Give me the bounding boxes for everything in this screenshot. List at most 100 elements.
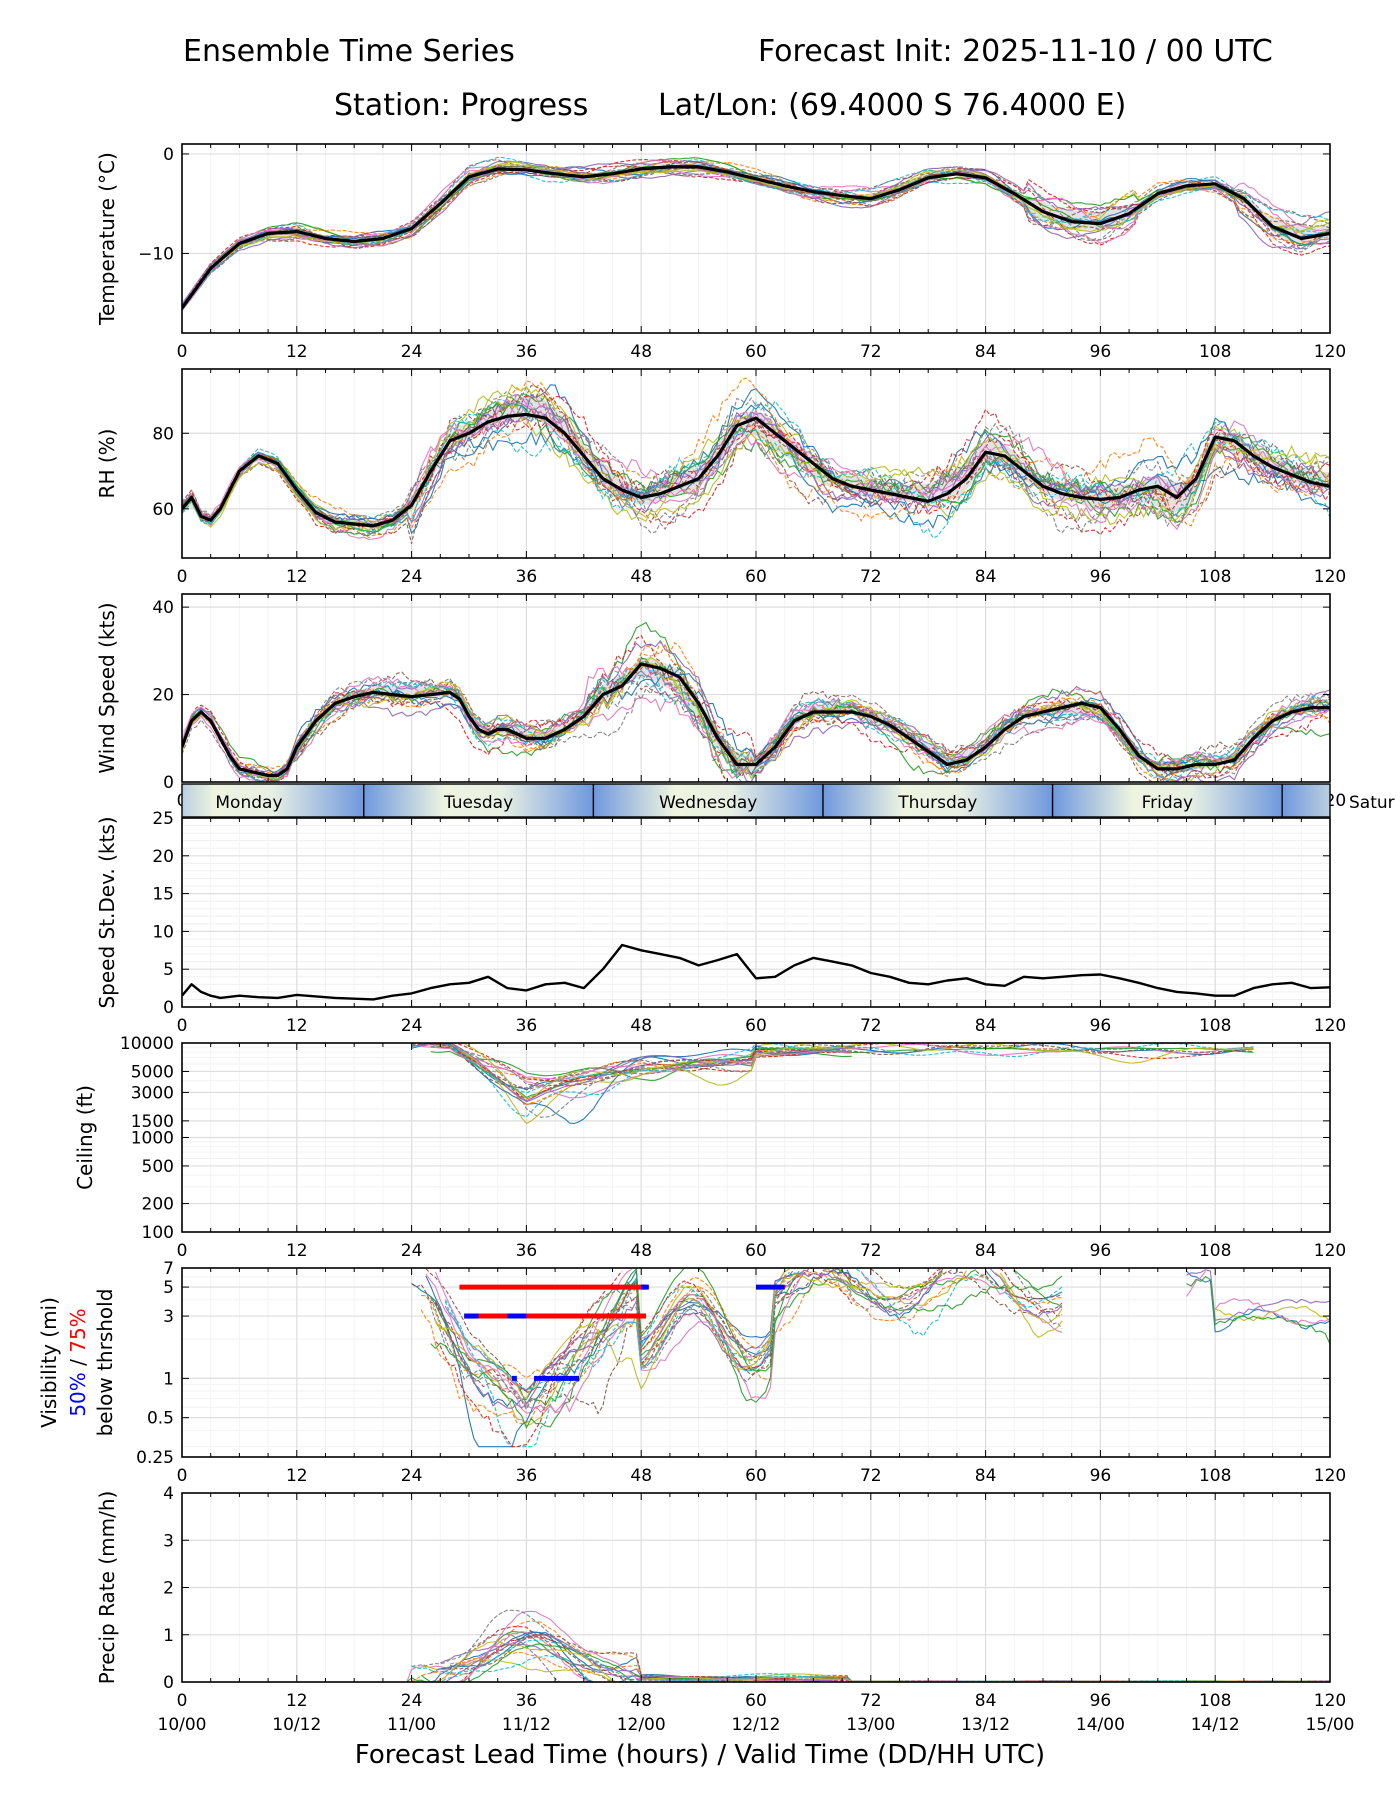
ensemble-member-line [822, 1268, 967, 1306]
ensemble-member-line [440, 1043, 1254, 1082]
y-tick-label: 0.5 [147, 1409, 174, 1429]
x-tick-label: 84 [975, 1016, 997, 1036]
x-tick-label: 36 [516, 567, 538, 587]
x-tick-label: 36 [516, 1691, 538, 1711]
x-tick-label: 0 [177, 1016, 188, 1036]
valid-time-label: 10/12 [272, 1715, 321, 1735]
y-axis-label: Temperature (°C) [95, 152, 119, 326]
x-tick-label: 108 [1199, 1241, 1231, 1261]
ensemble-member-line [430, 1043, 852, 1118]
day-segment [822, 784, 1053, 817]
ensemble-member-line [421, 1045, 852, 1080]
axes-rh: 0 12 24 36 48 60 72 84 96 108 120 60 80 RH (%) [95, 368, 1346, 587]
valid-time-label: 14/12 [1191, 1715, 1240, 1735]
x-tick-label: 108 [1199, 342, 1231, 362]
y-tick-label: 1000 [131, 1129, 174, 1149]
ensemble-member-line [430, 1271, 790, 1411]
x-tick-label: 60 [745, 1016, 767, 1036]
x-tick-label: 24 [401, 1466, 423, 1486]
vis-ylabel-line2: 50% / 75% [66, 1308, 90, 1416]
day-segment [1282, 784, 1330, 817]
valid-time-label: 10/00 [158, 1715, 207, 1735]
ensemble-member-line [182, 377, 1330, 530]
forecast-init-label: Forecast Init: 2025-11-10 / 00 UTC [758, 34, 1273, 69]
x-tick-label: 12 [286, 342, 308, 362]
x-tick-label: 60 [745, 342, 767, 362]
x-tick-label: 120 [1314, 1466, 1346, 1486]
x-tick-label: 0 [177, 1691, 188, 1711]
ensemble-member-line [846, 1269, 853, 1279]
x-tick-label: 60 [745, 567, 767, 587]
y-tick-label: 200 [142, 1195, 174, 1215]
y-tick-label: 5 [163, 960, 174, 980]
y-axis-label: Ceiling (ft) [73, 1085, 97, 1190]
ensemble-member-line [182, 393, 1330, 541]
y-tick-label: 15 [152, 885, 174, 905]
ensemble-temp [182, 156, 1330, 312]
ensemble-member-line [182, 165, 1330, 308]
x-tick-label: 120 [1314, 567, 1346, 587]
x-tick-label: 72 [860, 1691, 882, 1711]
ensemble-member-line [435, 1268, 790, 1427]
x-tick-label: 96 [1090, 1016, 1112, 1036]
ensemble-member-line [440, 1043, 1254, 1099]
latlon-label: Lat/Lon: (69.4000 S 76.4000 E) [658, 88, 1127, 123]
ensemble-member-line [860, 1271, 1063, 1334]
x-tick-label: 60 [745, 1691, 767, 1711]
x-tick-label: 120 [1314, 342, 1346, 362]
day-segment [363, 784, 594, 817]
ensemble-member-line [989, 1268, 1063, 1318]
ensemble-member-line [411, 1268, 943, 1394]
day-segment [593, 784, 823, 817]
ensemble-member-line [421, 1044, 852, 1082]
ensemble-member-line [640, 1270, 805, 1399]
valid-time-label: 12/12 [732, 1715, 781, 1735]
y-tick-label: 0.25 [136, 1448, 174, 1468]
x-tick-label: 24 [401, 1691, 423, 1711]
y-tick-label: 2 [163, 1579, 174, 1599]
x-tick-label: 108 [1199, 1691, 1231, 1711]
y-tick-label: 10 [152, 922, 174, 942]
x-tick-label: 120 [1314, 1241, 1346, 1261]
y-tick-label: 40 [152, 598, 174, 618]
x-tick-label: 48 [630, 1241, 652, 1261]
y-axis-label: RH (%) [95, 429, 119, 499]
ensemble-ceiling [411, 1043, 1254, 1125]
ensemble-member-line [449, 1045, 852, 1094]
ensemble-member-line [182, 674, 1330, 782]
stdev-line [181, 943, 1331, 1001]
x-tick-label: 24 [401, 342, 423, 362]
day-segment [1052, 784, 1283, 817]
x-tick-label: 108 [1199, 567, 1231, 587]
ensemble-member-line [1013, 1269, 1063, 1309]
y-tick-label: 3 [163, 1307, 174, 1327]
ensemble-member-line [182, 161, 1330, 308]
day-label: Monday [215, 793, 282, 813]
y-tick-label: 4 [163, 1484, 174, 1504]
y-tick-label: 10000 [120, 1034, 174, 1054]
ensemble-member-line [1186, 1275, 1330, 1345]
y-tick-label: 80 [152, 424, 174, 444]
y-tick-label: 1 [163, 1369, 174, 1389]
x-tick-label: 24 [401, 567, 423, 587]
x-tick-label: 84 [975, 1466, 997, 1486]
x-tick-label: 72 [860, 1016, 882, 1036]
axes-ceiling: 0 12 24 36 48 60 72 84 96 108 120 100 200 500 10001500… [73, 1034, 1346, 1261]
ensemble-member-line [1013, 1270, 1063, 1329]
day-label: Wednesday [659, 793, 757, 813]
ensemble-member-line [425, 1268, 632, 1414]
x-tick-label: 96 [1090, 1241, 1112, 1261]
ensemble-member-line [430, 1633, 1330, 1682]
ensemble-member-line [975, 1270, 1063, 1300]
x-tick-label: 36 [516, 1466, 538, 1486]
x-tick-label: 0 [177, 1466, 188, 1486]
x-tick-label: 84 [975, 1691, 997, 1711]
y-tick-label: 3000 [131, 1083, 174, 1103]
ensemble-member-line [182, 671, 1330, 781]
x-tick-label: 60 [745, 1466, 767, 1486]
x-tick-label: 12 [286, 1241, 308, 1261]
ensemble-member-line [425, 1268, 805, 1415]
valid-time-label: 11/00 [387, 1715, 436, 1735]
x-tick-label: 12 [286, 1466, 308, 1486]
ensemble-member-line [420, 1270, 1063, 1424]
